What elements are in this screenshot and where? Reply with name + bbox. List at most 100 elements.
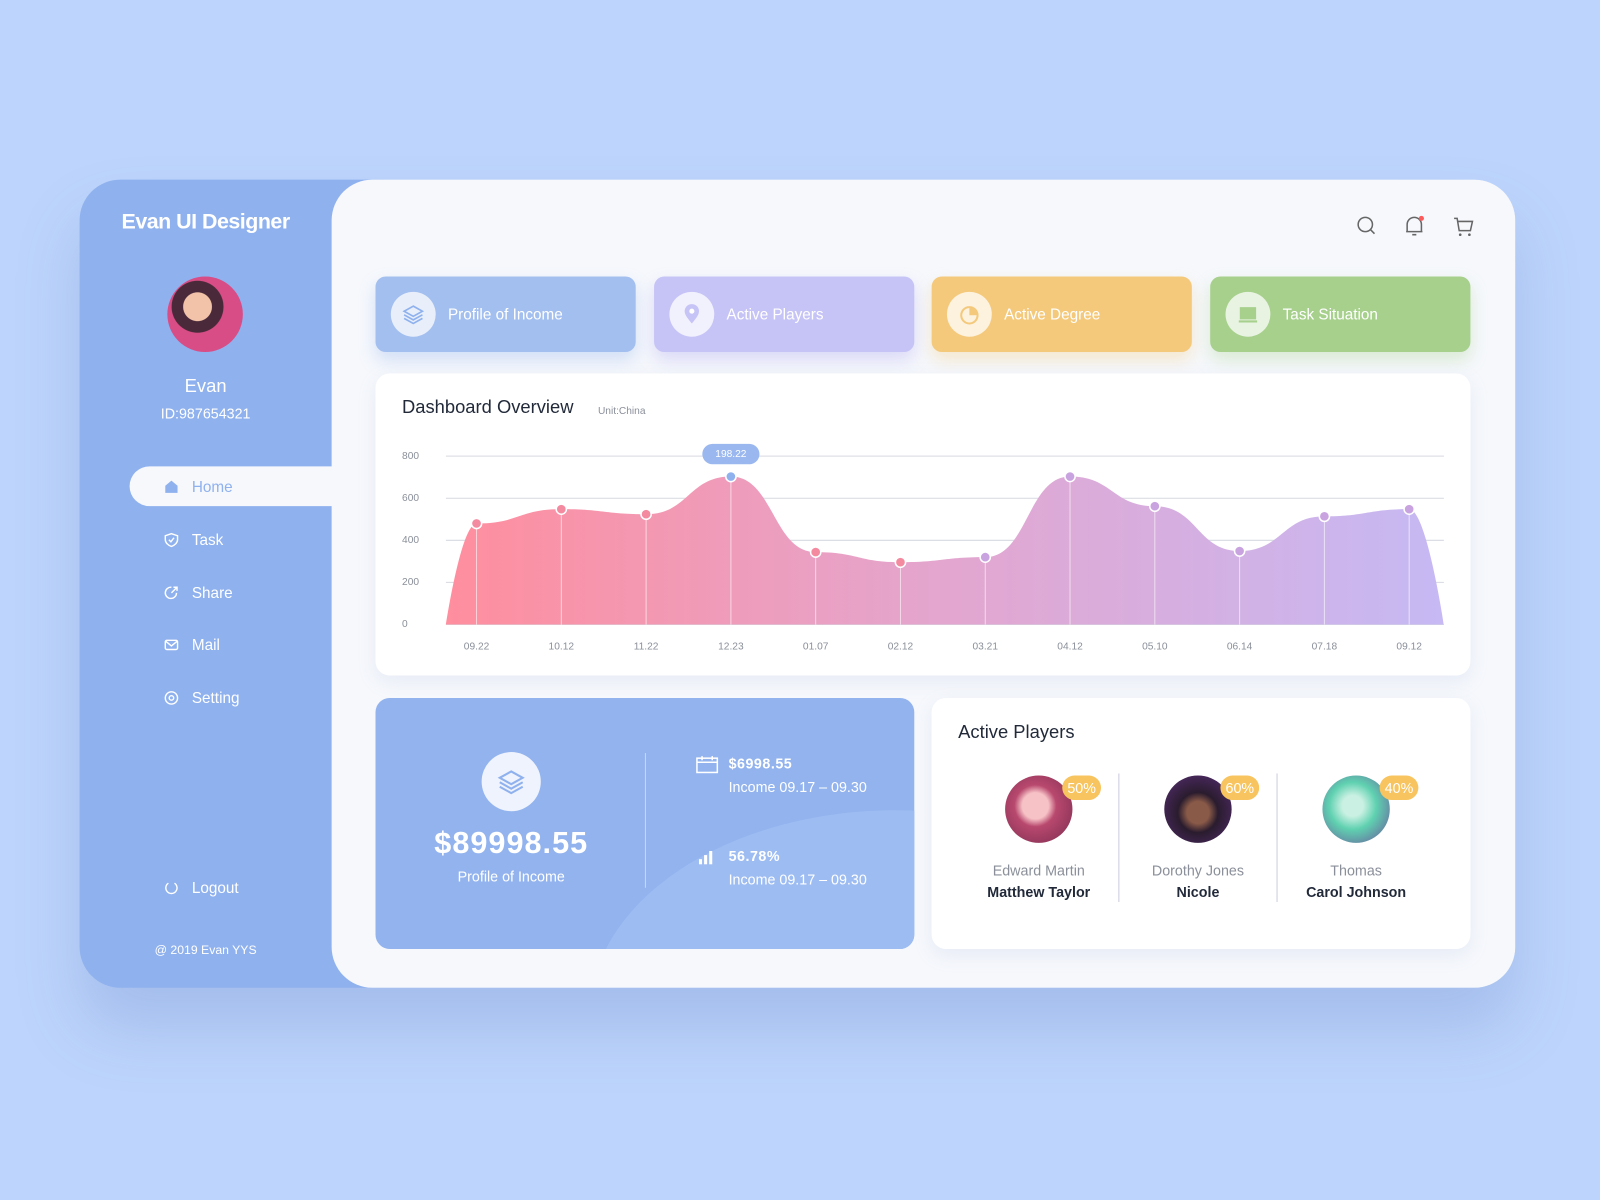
bell-icon[interactable] [1406,215,1424,236]
x-tick-label: 06.14 [1227,642,1253,653]
icon [164,586,178,600]
tab-icon [669,291,715,337]
x-tick-label: 11.22 [634,642,659,653]
area [445,476,1444,625]
players-title: Active Players [958,721,1075,742]
income-item-value: $6998.55 [728,755,793,772]
player-team: Carol Johnson [1306,883,1407,900]
point [1064,470,1076,483]
chart-title: Dashboard Overview [402,396,574,417]
x-tick-label: 01.07 [803,642,829,653]
y-tick-label: 200 [402,577,419,588]
chart-subtitle: Unit:China [598,406,646,417]
player-percent: 60% [1220,775,1260,800]
tab-label: Active Degree [1004,305,1101,323]
x-tick-label: 03.21 [973,642,999,653]
income-item-value: 56.78% [728,847,781,865]
player-name: Edward Martin [992,862,1085,879]
user-id: ID:987654321 [160,405,251,422]
nav-label: Mail [191,636,220,654]
point [640,508,652,521]
tab-icon [946,291,992,337]
income-item-period: Income 09.17 – 09.30 [728,871,867,888]
y-tick-label: 800 [402,451,419,462]
player-avatar[interactable] [1322,775,1390,843]
icon [165,480,178,493]
tab[interactable]: Profile of Income [375,276,636,353]
point [1148,500,1161,513]
x-tick-label: 04.12 [1057,642,1083,653]
player-percent: 40% [1379,775,1419,800]
logout[interactable]: Logout [163,878,239,898]
player-name: Dorothy Jones [1151,862,1245,879]
calendar-icon [696,756,719,774]
nav-item[interactable]: Share [163,583,233,603]
user-name: Evan [184,375,227,396]
point [809,546,822,558]
divider [1118,773,1120,903]
brand: Evan UI Designer [121,210,291,234]
x-tick-label: 05.10 [1142,642,1168,653]
income-amount: $89998.55 [434,826,589,861]
point [555,503,568,516]
top-icons [1357,215,1474,237]
divider [1276,773,1278,903]
point [470,517,483,530]
highlight [725,470,737,483]
x-tick-label: 10.12 [549,642,575,653]
y-tick-label: 0 [402,619,408,630]
income-icon [481,752,541,812]
nav-label: Task [191,531,224,549]
nav-item[interactable]: Task [163,530,223,550]
point [894,556,907,569]
point [1233,545,1246,557]
point [1318,510,1331,523]
x-tick-label: 12.23 [718,642,744,653]
tooltip: 198.22 [715,449,746,460]
y-tick-label: 400 [402,535,419,546]
y-tick-label: 600 [402,493,419,504]
nav-label: Home [191,478,233,496]
player-name: Thomas [1330,862,1382,879]
user-avatar[interactable] [167,276,243,353]
divider [644,753,646,888]
tab-icon [390,291,436,337]
tab[interactable]: Task Situation [1210,276,1471,353]
player-team: Nicole [1176,883,1220,900]
player-percent: 50% [1062,775,1102,800]
nav-item[interactable]: Mail [163,635,220,655]
player-avatar[interactable] [1005,775,1073,843]
tab-icon [1225,291,1271,337]
tab-label: Task Situation [1282,305,1378,323]
nav-item[interactable]: Setting [163,688,239,708]
income-label: Profile of Income [457,868,565,885]
point [979,551,992,564]
icon [164,532,179,548]
tab-label: Active Players [726,305,824,323]
income-item-period: Income 09.17 – 09.30 [728,778,867,795]
icon [164,639,179,651]
search-icon[interactable] [1357,216,1376,235]
cart-icon[interactable] [1454,217,1474,237]
logout-label: Logout [191,879,239,897]
income-card [375,697,915,949]
x-tick-label: 09.12 [1396,642,1422,653]
x-tick-label: 02.12 [888,642,914,653]
player-team: Matthew Taylor [987,883,1091,900]
icon [165,882,178,895]
tab-label: Profile of Income [447,305,563,323]
icon [164,691,179,705]
nav-label: Setting [191,689,240,707]
point [1403,503,1416,516]
x-tick-label: 09.22 [464,642,490,653]
nav-label: Share [191,584,233,602]
footer: @ 2019 Evan YYS [154,942,257,958]
tab[interactable]: Active Degree [931,276,1192,353]
chart: Dashboard Overview Unit:China 0 200 400 600… [402,396,1444,653]
x-tick-label: 07.18 [1312,642,1338,653]
nav-item[interactable]: Home [163,477,233,497]
bars-icon [698,851,713,865]
tab[interactable]: Active Players [654,276,915,353]
